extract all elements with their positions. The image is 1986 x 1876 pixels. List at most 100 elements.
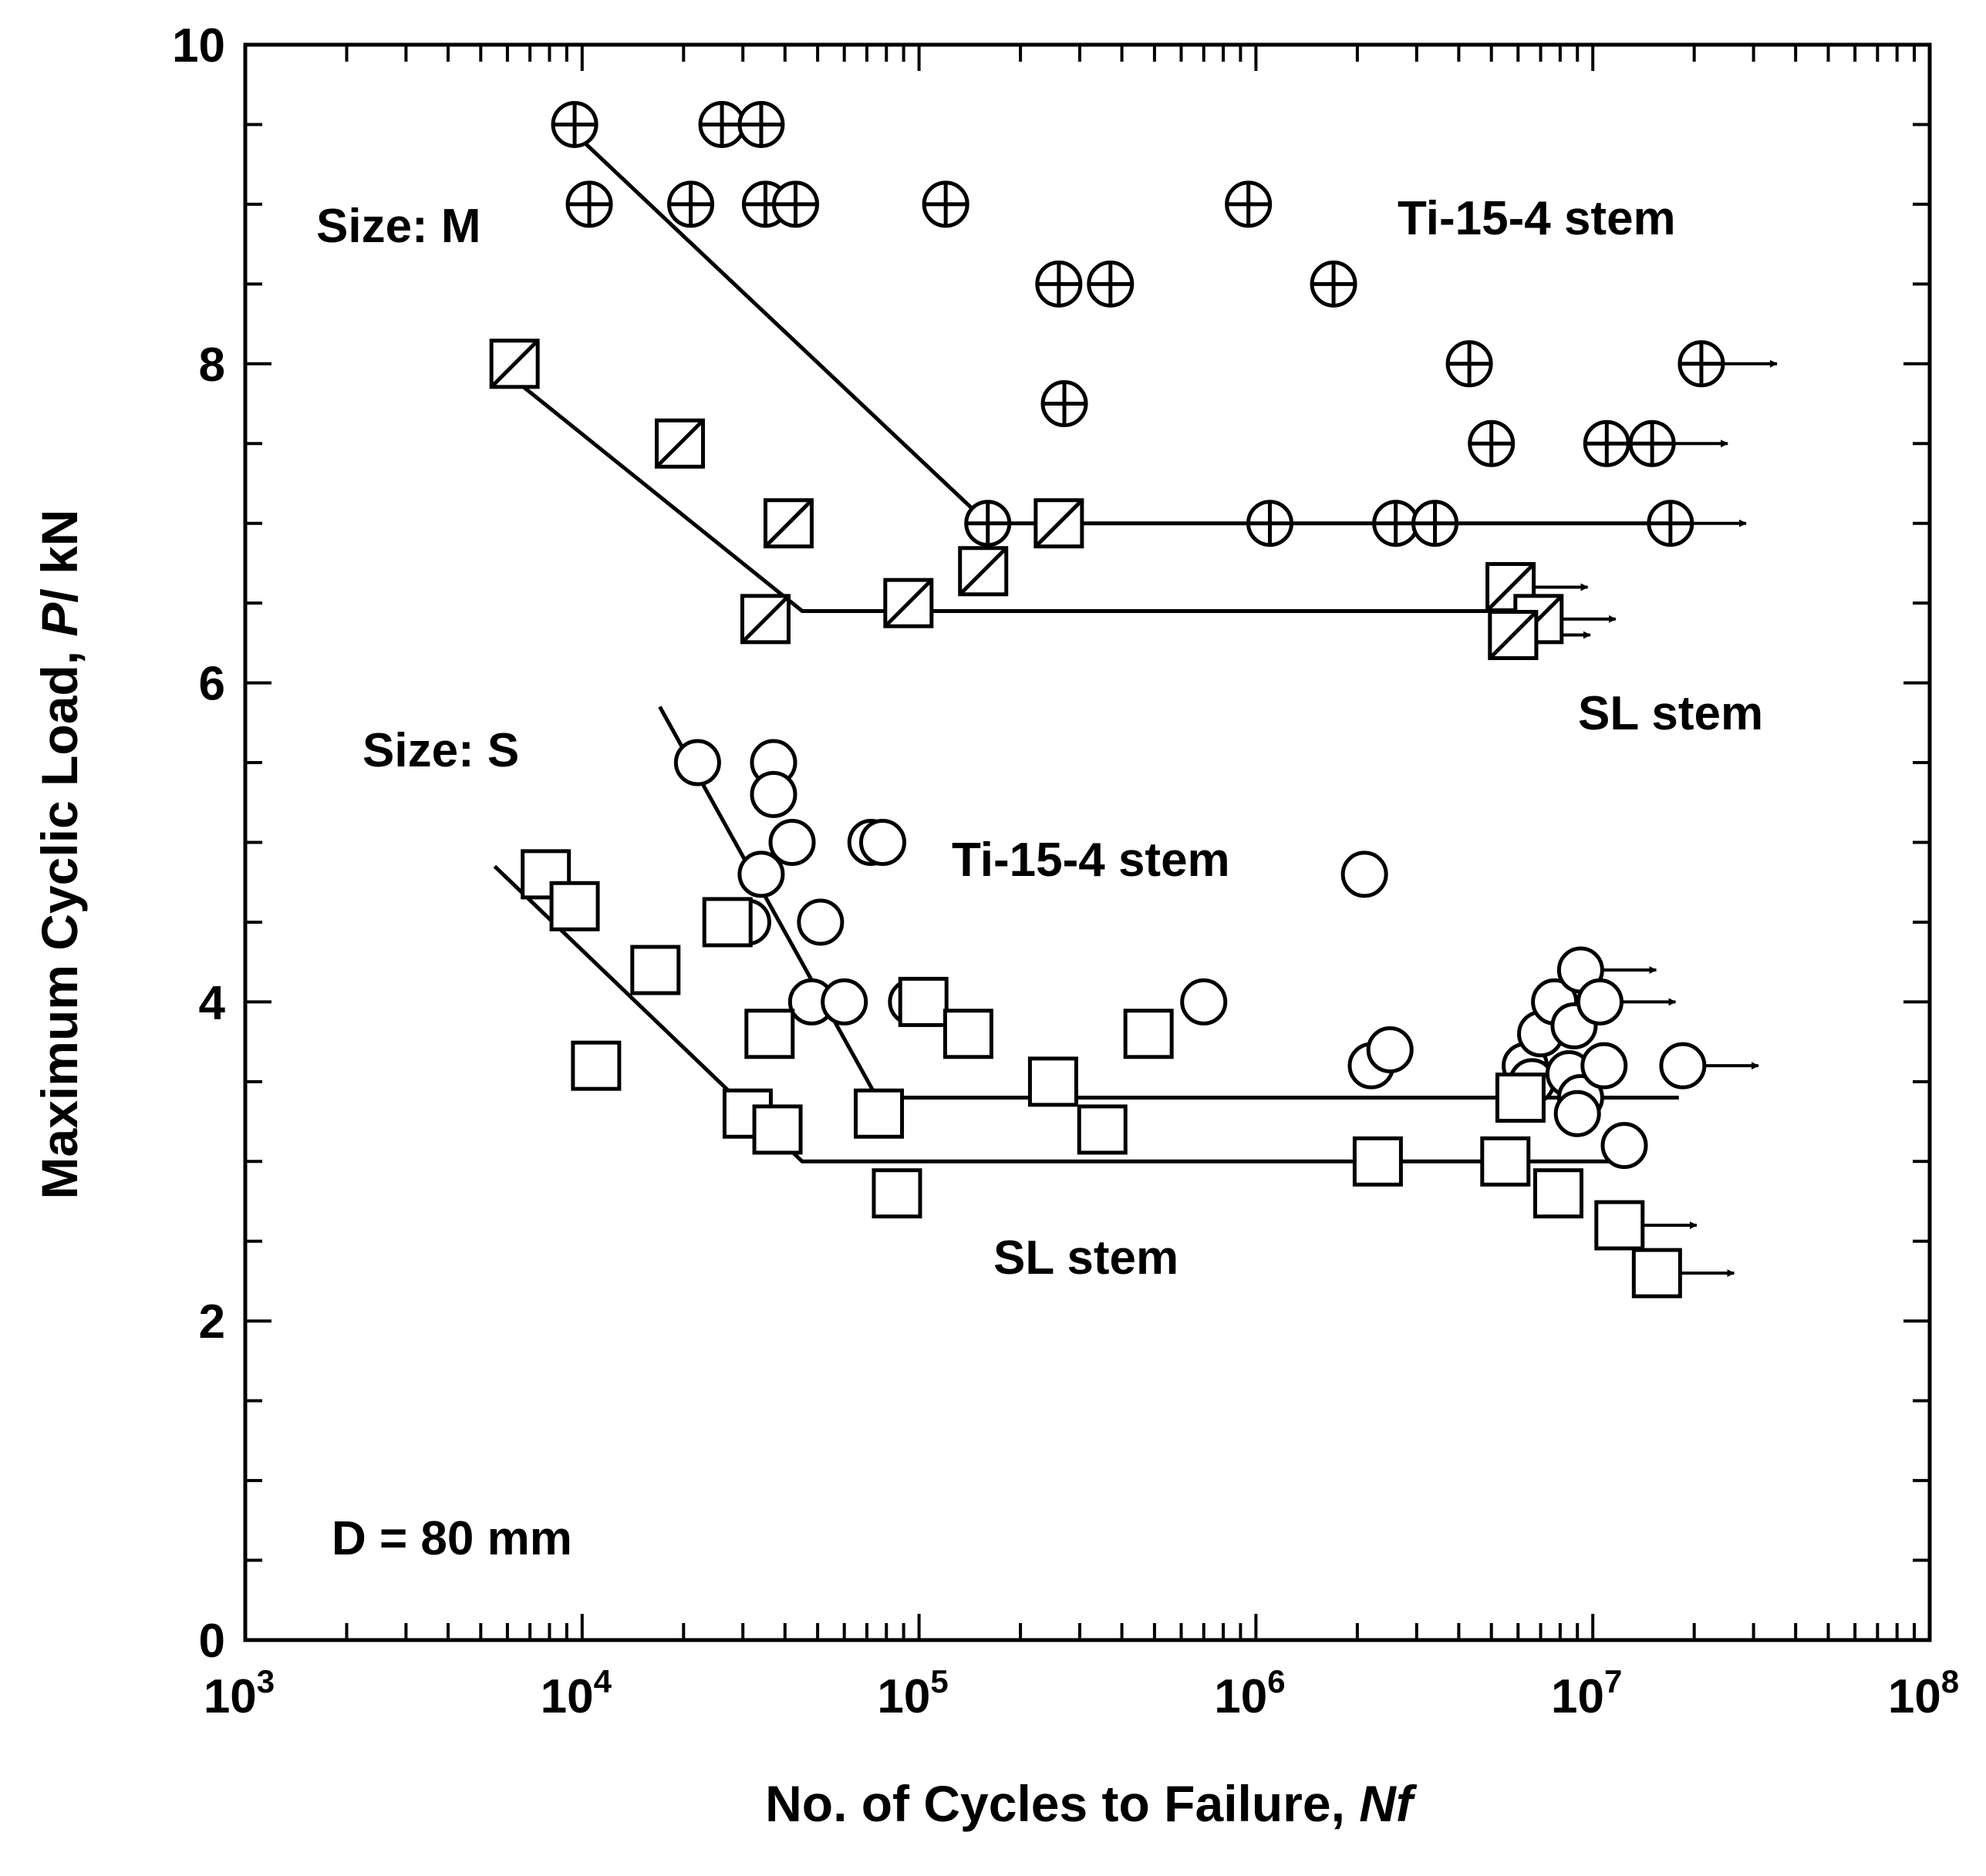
marker-circle bbox=[821, 978, 868, 1026]
data-point-series-3 bbox=[898, 976, 949, 1027]
data-point-series-2 bbox=[1553, 1090, 1601, 1137]
x-tick-label: 107 bbox=[1551, 1663, 1622, 1723]
data-point-series-2 bbox=[1180, 978, 1228, 1026]
marker-square bbox=[1027, 1056, 1078, 1107]
annotation-ti-s: Ti-15-4 stem bbox=[952, 834, 1230, 887]
fit-line-series-3 bbox=[493, 864, 1620, 1164]
data-point-series-1 bbox=[654, 418, 705, 469]
data-point-series-3 bbox=[1123, 1009, 1174, 1059]
data-point-series-0 bbox=[737, 100, 785, 148]
marker-circle bbox=[858, 819, 906, 866]
data-point-series-2 bbox=[750, 770, 797, 818]
runout-point-series-0 bbox=[1647, 500, 1694, 547]
data-point-series-2 bbox=[1340, 850, 1388, 898]
data-point-series-3 bbox=[1532, 1168, 1583, 1219]
data-point-series-1 bbox=[740, 594, 791, 645]
marker-circle bbox=[797, 898, 845, 946]
data-point-series-1 bbox=[489, 338, 540, 389]
data-point-series-3 bbox=[752, 1104, 803, 1155]
marker-slash bbox=[884, 578, 933, 628]
marker-slash bbox=[655, 419, 705, 469]
marker-circle bbox=[673, 739, 721, 786]
data-point-series-3 bbox=[1495, 1073, 1546, 1123]
data-point-series-0 bbox=[1087, 260, 1135, 308]
data-point-series-2 bbox=[797, 898, 845, 946]
marker-square bbox=[1123, 1009, 1174, 1059]
data-point-series-3 bbox=[1027, 1056, 1078, 1107]
runout-point-series-3 bbox=[1594, 1200, 1645, 1251]
annotation-diameter: D = 80 mm bbox=[332, 1512, 572, 1565]
data-point-series-0 bbox=[1468, 419, 1516, 467]
annotation-ti-m: Ti-15-4 stem bbox=[1398, 192, 1676, 245]
marker-circle bbox=[1180, 978, 1228, 1026]
data-point-series-0 bbox=[1583, 419, 1630, 467]
data-point-series-2 bbox=[673, 739, 721, 786]
marker-circle bbox=[1553, 1090, 1601, 1137]
data-point-series-0 bbox=[1040, 380, 1088, 428]
data-point-series-3 bbox=[1077, 1104, 1128, 1155]
marker-square bbox=[1077, 1104, 1128, 1155]
y-axis-title: Maximum Cyclic Load, P/ kN bbox=[31, 510, 88, 1200]
marker-slash bbox=[740, 594, 791, 644]
data-point-series-2 bbox=[858, 819, 906, 866]
data-point-series-3 bbox=[549, 881, 600, 931]
x-tick-label: 108 bbox=[1888, 1663, 1959, 1723]
marker-circle bbox=[1600, 1122, 1648, 1170]
data-markers bbox=[489, 100, 1725, 1298]
marker-square bbox=[1480, 1136, 1531, 1187]
y-tick-label: 2 bbox=[199, 1295, 225, 1349]
data-point-series-3 bbox=[630, 945, 681, 995]
marker-circle bbox=[1580, 1042, 1628, 1090]
data-point-series-3 bbox=[1480, 1136, 1531, 1187]
data-point-series-2 bbox=[768, 819, 816, 866]
data-point-series-2 bbox=[737, 850, 785, 898]
data-point-series-0 bbox=[771, 180, 819, 228]
data-point-series-0 bbox=[667, 180, 715, 228]
marker-slash bbox=[490, 339, 539, 389]
data-point-series-0 bbox=[1445, 340, 1493, 388]
x-tick-label: 105 bbox=[877, 1663, 948, 1723]
y-tick-label: 10 bbox=[172, 19, 225, 72]
marker-slash bbox=[1485, 562, 1536, 612]
marker-circle bbox=[737, 850, 785, 898]
marker-square bbox=[898, 976, 949, 1027]
data-point-series-2 bbox=[821, 978, 868, 1026]
marker-square bbox=[571, 1040, 622, 1091]
runout-point-series-0 bbox=[1628, 419, 1676, 467]
data-point-series-3 bbox=[744, 1009, 795, 1059]
data-point-series-0 bbox=[922, 180, 969, 228]
marker-square bbox=[1495, 1073, 1546, 1123]
data-point-series-3 bbox=[854, 1088, 905, 1139]
marker-square bbox=[942, 1009, 993, 1059]
marker-square bbox=[872, 1168, 922, 1219]
x-tick-label: 106 bbox=[1214, 1663, 1285, 1723]
marker-square bbox=[630, 945, 681, 995]
axes: 0 2 4 6 8 10 103 104 105 106 107 108 bbox=[172, 19, 1959, 1723]
data-point-series-0 bbox=[1035, 260, 1083, 308]
runout-point-series-2 bbox=[1576, 978, 1624, 1026]
runout-point-series-0 bbox=[1677, 340, 1725, 388]
runout-point-series-1 bbox=[1488, 610, 1539, 661]
marker-slash bbox=[1489, 610, 1538, 660]
runout-point-series-2 bbox=[1659, 1042, 1707, 1090]
data-point-series-0 bbox=[1310, 260, 1357, 308]
data-point-series-1 bbox=[958, 546, 1009, 597]
data-point-series-3 bbox=[872, 1168, 922, 1219]
marker-circle bbox=[1366, 1026, 1414, 1073]
annotation-size-s: Size: S bbox=[362, 724, 519, 777]
marker-slash bbox=[1034, 498, 1084, 548]
marker-circle bbox=[750, 770, 797, 818]
data-point-series-3 bbox=[942, 1009, 993, 1059]
data-point-series-1 bbox=[763, 498, 814, 549]
marker-square bbox=[854, 1088, 905, 1139]
data-point-series-0 bbox=[964, 500, 1012, 547]
data-point-series-0 bbox=[565, 180, 613, 228]
data-point-series-2 bbox=[1580, 1042, 1628, 1090]
data-point-series-0 bbox=[698, 100, 746, 148]
marker-square bbox=[1532, 1168, 1583, 1219]
y-tick-label: 4 bbox=[199, 976, 226, 1029]
marker-square bbox=[744, 1009, 795, 1059]
fit-line-series-1 bbox=[513, 378, 1519, 613]
data-point-series-1 bbox=[883, 578, 934, 628]
